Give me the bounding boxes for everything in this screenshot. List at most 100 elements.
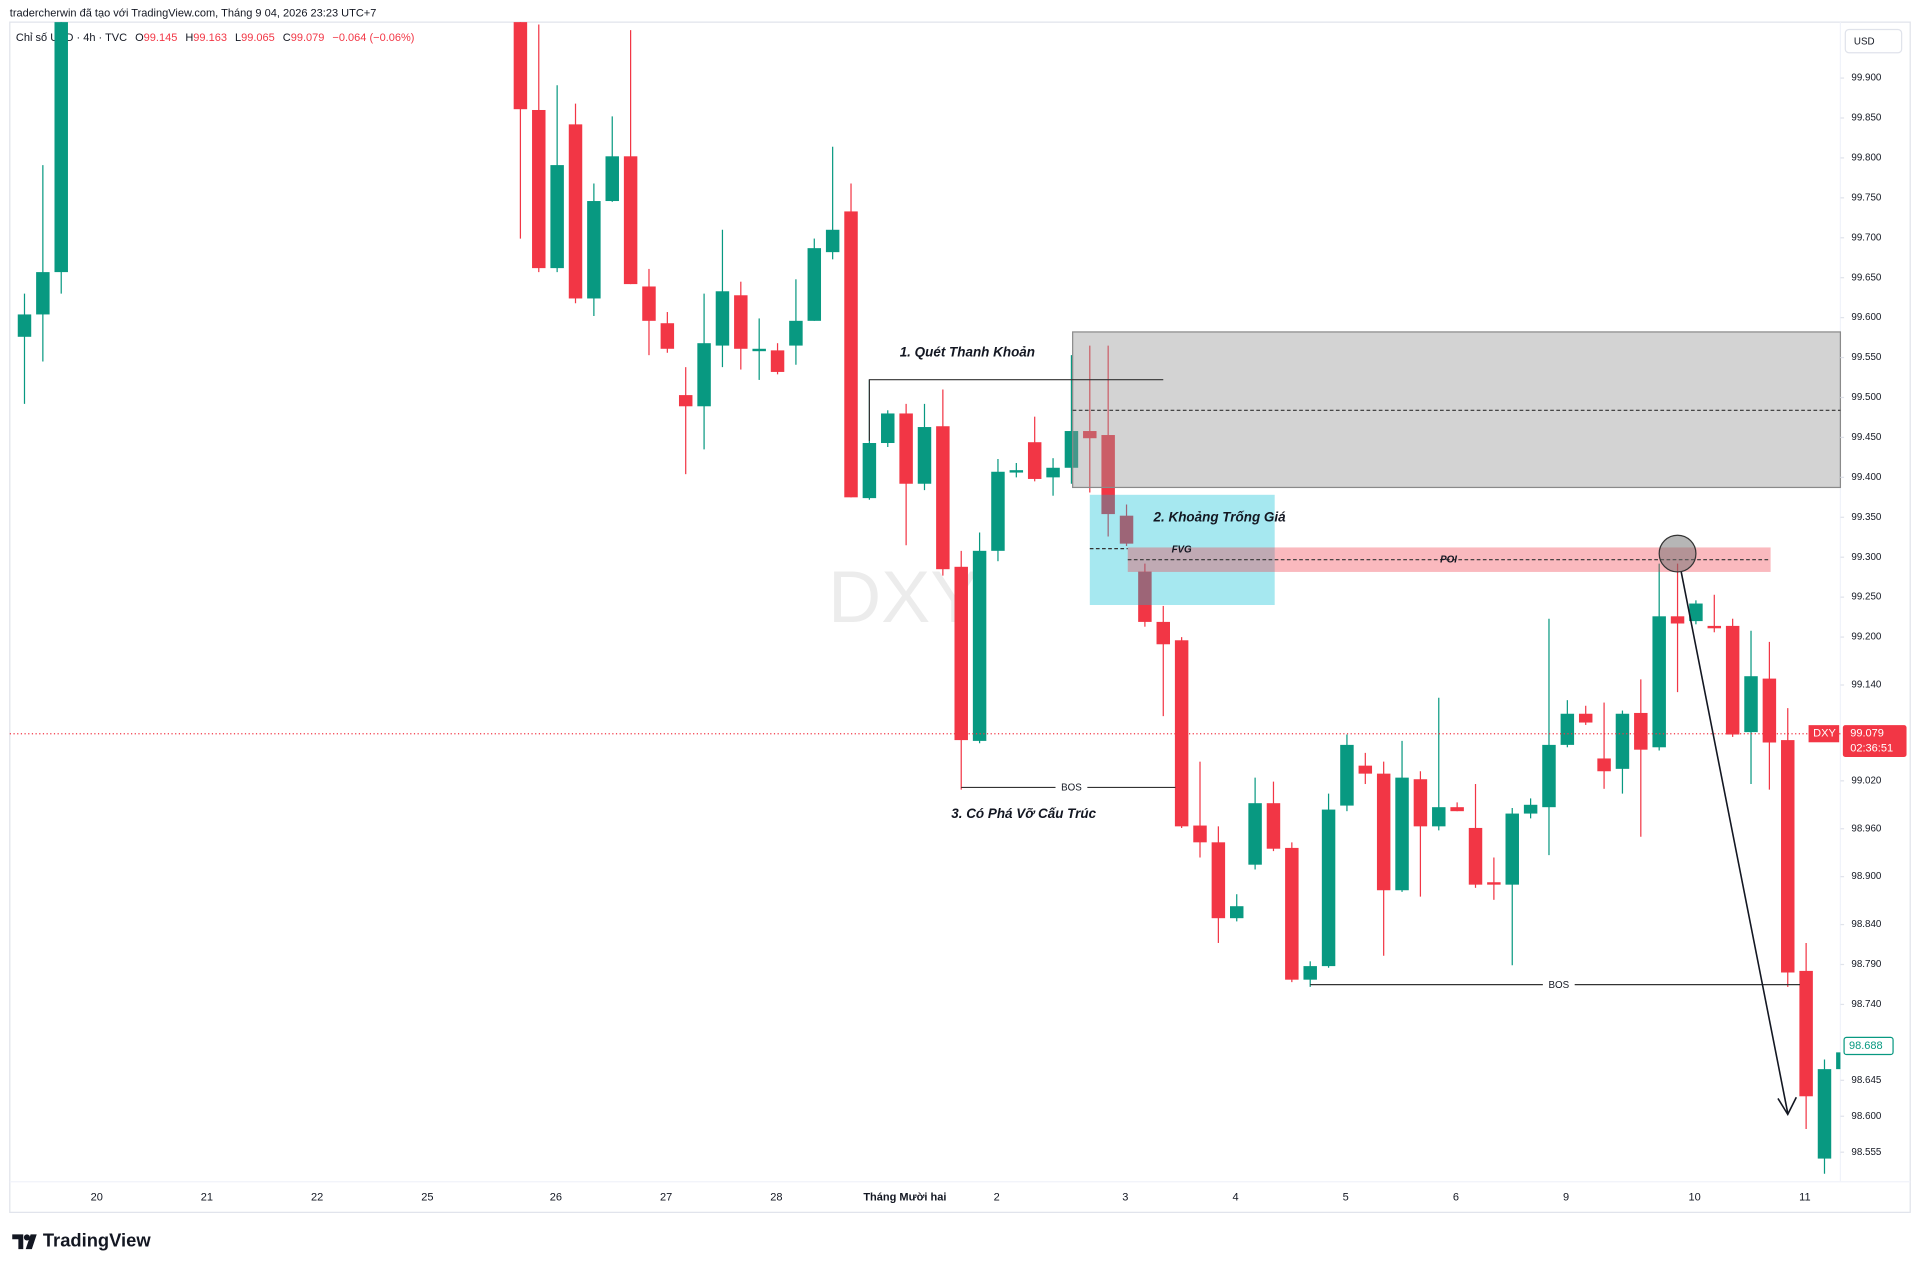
candles [17, 22, 1841, 1174]
ohlc-key: O [135, 32, 144, 44]
candle-body [532, 109, 546, 269]
candle-body [36, 272, 50, 315]
candle-body [1083, 431, 1097, 439]
candle-body [1174, 640, 1189, 827]
candle-body [1211, 842, 1226, 919]
candle-body [660, 323, 675, 349]
candle-body [734, 295, 748, 349]
candle-body [991, 471, 1005, 551]
candle-body [1615, 713, 1630, 769]
watermark: DXY [828, 555, 979, 638]
candle-body [587, 201, 601, 299]
y-tick-label: 99.650 [1851, 272, 1881, 283]
currency: USD [1854, 36, 1875, 47]
candle-body [550, 165, 564, 269]
candle-body [513, 22, 528, 110]
candle-body [1799, 970, 1813, 1097]
y-tick-label: 99.800 [1851, 153, 1881, 164]
candle-body [17, 314, 32, 337]
arrow-head [1777, 1096, 1798, 1117]
x-tick-label: 5 [1343, 1192, 1349, 1204]
x-tick-label: 28 [770, 1192, 782, 1204]
candle-body [1413, 779, 1428, 827]
candle-body [1762, 678, 1777, 743]
x-tick-label: Tháng Mười hai [863, 1192, 946, 1204]
y-tick-label: 98.790 [1851, 959, 1881, 970]
candle-body [899, 413, 913, 484]
x-tick-label: 3 [1122, 1192, 1128, 1204]
candle-body [605, 156, 619, 202]
x-tick-label: 2 [994, 1192, 1000, 1204]
candle-body [1817, 1069, 1832, 1159]
y-tick-label: 98.600 [1851, 1111, 1881, 1122]
logo [12, 1234, 37, 1250]
candle-body [1266, 803, 1281, 849]
frame [9, 21, 1911, 1213]
y-tick-label: 99.400 [1851, 472, 1881, 483]
candle-body [844, 211, 858, 498]
candle-body [1468, 827, 1483, 885]
y-tick-label: 99.600 [1851, 312, 1881, 323]
candle-body [1321, 809, 1336, 967]
candle-body [1707, 625, 1722, 629]
bos-label: BOS [1548, 980, 1569, 991]
y-tick-label: 99.500 [1851, 392, 1881, 403]
logo-mark [12, 1234, 37, 1250]
candle-body [1450, 807, 1464, 812]
arrow [1680, 571, 1789, 1114]
candle-body [881, 413, 895, 444]
candle-body [697, 343, 711, 407]
candle-body [917, 427, 932, 484]
y-tick-label: 99.450 [1851, 432, 1881, 443]
candle-body [1064, 431, 1079, 468]
candle-body [1156, 621, 1170, 645]
x-tick-label: 4 [1232, 1192, 1238, 1204]
candle-body [789, 320, 803, 346]
x-tick-label: 9 [1563, 1192, 1569, 1204]
candle-body [1101, 435, 1115, 515]
candle-body [1523, 804, 1538, 814]
candle-body [1487, 882, 1501, 885]
annotation: 3. Có Phá Vỡ Cấu Trúc [951, 806, 1096, 821]
y-tick-label: 99.550 [1851, 352, 1881, 363]
price-tag-text: 99.079 [1850, 728, 1884, 740]
y-tick-label: 99.850 [1851, 113, 1881, 124]
candle-body [1836, 1052, 1841, 1070]
annotation: 1. Quét Thanh Khoản [900, 344, 1035, 359]
bos-label: BOS [1061, 783, 1082, 794]
candle-body [1542, 744, 1556, 808]
y-tick-label: 98.960 [1851, 823, 1881, 834]
ohlc-value: 99.145 [144, 32, 178, 44]
candle-body [715, 291, 730, 346]
y-tick-label: 99.020 [1851, 775, 1881, 786]
y-tick-label: 99.350 [1851, 512, 1881, 523]
y-tick-label: 98.740 [1851, 999, 1881, 1010]
candle-body [770, 350, 785, 372]
candle-body [1725, 625, 1740, 735]
annotation: 2. Khoảng Trống Giá [1153, 510, 1287, 525]
x-tick-label: 6 [1453, 1192, 1459, 1204]
price-tag [1842, 725, 1907, 757]
candle-body [1046, 467, 1060, 478]
ohlc-key: C [283, 32, 291, 44]
candle-body [825, 229, 840, 253]
fvg-zone [1089, 494, 1275, 605]
candle-body [1358, 765, 1373, 774]
candle-body [1248, 803, 1262, 865]
candle-body [807, 248, 822, 321]
y-tick-label: 99.140 [1851, 680, 1881, 691]
x-tick-label: 22 [311, 1192, 323, 1204]
y-tick-label: 98.645 [1851, 1075, 1881, 1086]
candle-body [1285, 847, 1299, 980]
candle-body [1597, 758, 1611, 772]
zone-label: FVG [1172, 544, 1192, 555]
y-tick-label: 98.900 [1851, 871, 1881, 882]
currency-button[interactable] [1844, 28, 1903, 54]
x-tick-label: 11 [1799, 1192, 1810, 1204]
sweep-line [868, 379, 1164, 441]
y-tick-label: 99.900 [1851, 73, 1881, 84]
candle-body [1652, 616, 1666, 748]
change: −0.064 (−0.06%) [332, 32, 414, 44]
